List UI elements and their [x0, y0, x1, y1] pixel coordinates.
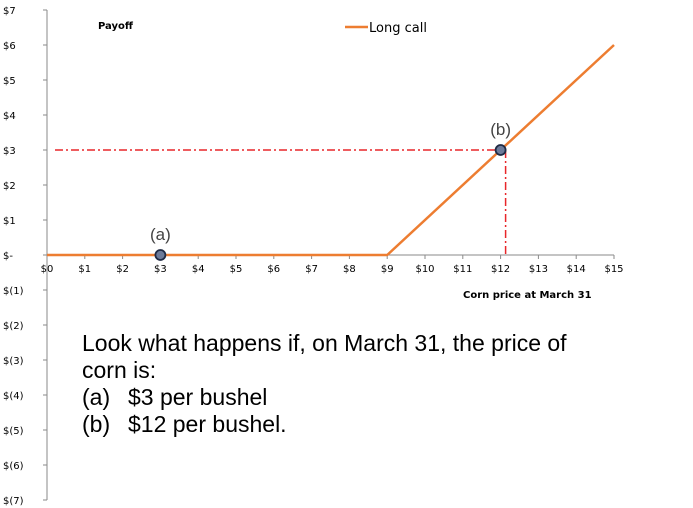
note-item-text: $3 per bushel [128, 384, 268, 410]
x-tick-label: $5 [230, 264, 243, 275]
y-tick-label: $1 [3, 216, 16, 227]
y-tick-label: $- [3, 251, 13, 262]
note-item-text: $12 per bushel. [128, 411, 287, 437]
x-tick-label: $8 [343, 264, 356, 275]
marked-points: (a) (b) [150, 120, 511, 261]
explanation-text: Look what happens if, on March 31, the p… [82, 330, 687, 438]
guide-lines [55, 149, 507, 255]
y-tick-label: $(2) [3, 321, 24, 332]
note-item-a: (a) $3 per bushel [82, 384, 687, 411]
x-tick-label: $7 [305, 264, 318, 275]
y-tick-label: $(3) [3, 356, 24, 367]
x-tick-label: $14 [567, 264, 586, 275]
chart-title: Payoff [98, 21, 134, 32]
y-tick-label: $4 [3, 111, 16, 122]
y-tick-label: $(7) [3, 496, 24, 507]
y-tick-label: $(5) [3, 426, 24, 437]
x-tick-label: $11 [453, 264, 472, 275]
x-tick-label: $0 [41, 264, 54, 275]
legend: Long call [345, 21, 427, 36]
x-tick-labels: $0 $1 $2 $3 $4 $5 $6 $7 $8 $9 $10 $11 $12 $13 $14 $15 [41, 264, 624, 275]
point-marker-a [154, 249, 167, 261]
x-tick-label: $15 [604, 264, 623, 275]
x-axis-label: Corn price at March 31 [463, 290, 592, 301]
y-tick-labels: $7 $6 $5 $4 $3 $2 $1 $- $(1) $(2) $(3) $(4) $(5) $(6)… [3, 6, 24, 507]
x-tick-label: $2 [116, 264, 129, 275]
y-tick-label: $(4) [3, 391, 24, 402]
note-line-1: Look what happens if, on March 31, the p… [82, 330, 567, 356]
y-tick-label: $3 [3, 146, 16, 157]
note-item-b: (b) $12 per bushel. [82, 411, 687, 438]
point-marker-b [494, 144, 507, 156]
note-item-tag: (b) [82, 411, 111, 437]
x-tick-label: $12 [491, 264, 510, 275]
x-tick-label: $13 [529, 264, 548, 275]
y-tick-label: $5 [3, 76, 16, 87]
x-tick-label: $6 [267, 264, 280, 275]
legend-label-long-call: Long call [369, 21, 427, 36]
y-tick-label: $7 [3, 6, 16, 17]
note-item-tag: (a) [82, 384, 111, 410]
x-tick-label: $1 [78, 264, 91, 275]
point-label-b: (b) [490, 120, 511, 139]
y-tick-label: $6 [3, 41, 16, 52]
x-tick-label: $9 [381, 264, 394, 275]
point-label-a: (a) [150, 225, 171, 244]
note-line-2: corn is: [82, 357, 157, 383]
y-tick-label: $2 [3, 181, 16, 192]
x-tick-label: $10 [415, 264, 434, 275]
x-tick-label: $4 [192, 264, 205, 275]
y-tick-label: $(1) [3, 286, 24, 297]
x-tick-label: $3 [154, 264, 167, 275]
y-tick-label: $(6) [3, 461, 24, 472]
